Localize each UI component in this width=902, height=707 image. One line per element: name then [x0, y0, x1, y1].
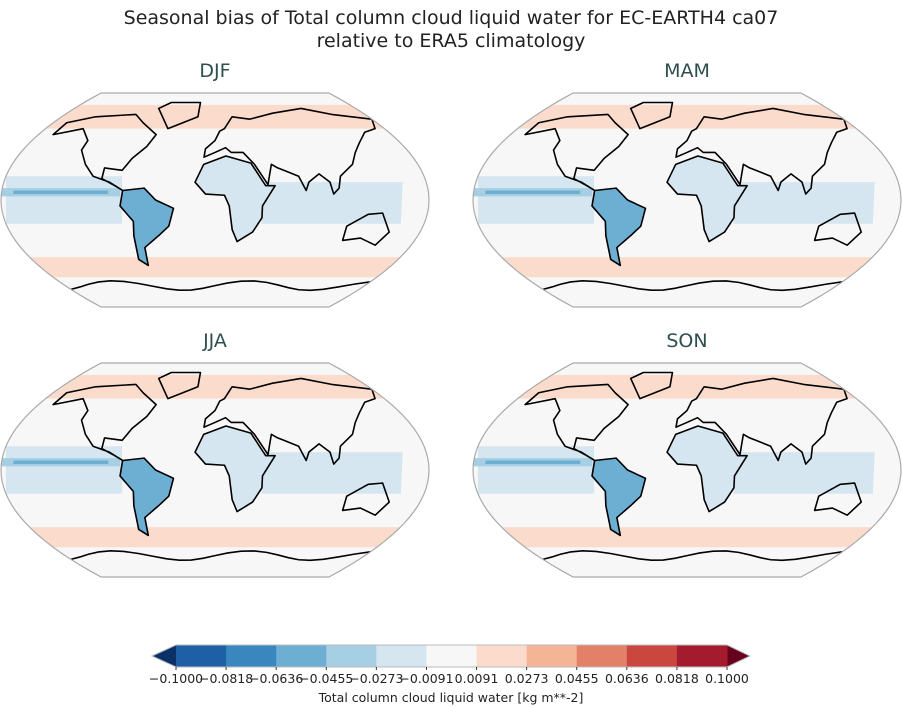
- colorbar-over-extension: [727, 645, 750, 667]
- coastline-africa: [194, 425, 276, 513]
- itcz-core-bias: [485, 460, 581, 465]
- colorbar-segment: [276, 645, 327, 667]
- map-boundary: [0, 92, 430, 308]
- itcz-core-bias: [13, 190, 109, 195]
- coastline-south-america: [119, 457, 175, 537]
- colorbar-segment: [626, 645, 678, 667]
- colorbar-tick-label: 0.0636: [604, 671, 649, 686]
- colorbar-tick-label: −0.0273: [349, 671, 404, 686]
- colorbar-label: Total column cloud liquid water [kg m**-…: [318, 690, 584, 705]
- colorbar-segment: [676, 645, 728, 667]
- colorbar-tick-label: 0.0091: [454, 671, 499, 686]
- coastline-north-america: [524, 113, 629, 192]
- coastline-south-america: [591, 187, 647, 267]
- coastline-south-america: [591, 457, 647, 537]
- coastline-africa: [666, 155, 748, 243]
- coastline-australia: [341, 212, 391, 246]
- colorbar-segment: [226, 645, 277, 667]
- panel-title-djf: DJF: [199, 60, 231, 82]
- colorbar-tick-label: 0.0273: [504, 671, 549, 686]
- arctic-bias: [45, 374, 385, 399]
- coastline-north-america: [52, 113, 157, 192]
- colorbar-tick-label: −0.0455: [299, 671, 354, 686]
- southern-ocean-bias: [501, 257, 873, 278]
- colorbar-segment: [576, 645, 628, 667]
- colorbar-tick-label: −0.0818: [198, 671, 254, 686]
- colorbar-tick-label: −0.0636: [249, 671, 304, 686]
- indian-ocean-bias: [261, 452, 403, 494]
- coastline-antarctica: [542, 550, 843, 562]
- panel-title-son: SON: [666, 330, 708, 352]
- coastline-africa: [666, 425, 748, 513]
- southern-ocean-bias: [501, 527, 873, 548]
- itcz-core-bias: [485, 190, 581, 195]
- colorbar-tick-label: −0.1000: [148, 671, 204, 686]
- tropical-pacific-bias: [5, 176, 123, 224]
- map-panel-mam: [472, 92, 902, 308]
- coastline-antarctica: [542, 280, 843, 292]
- panel-title-mam: MAM: [664, 60, 710, 82]
- map-boundary: [0, 362, 430, 578]
- itcz-core-bias: [13, 460, 109, 465]
- colorbar-segment: [476, 645, 528, 667]
- tropical-pacific-bias: [477, 176, 595, 224]
- map-panel-son: [472, 362, 902, 578]
- coastline-greenland: [629, 101, 674, 130]
- coastline-greenland: [629, 371, 674, 400]
- panel-title-jja: JJA: [203, 330, 227, 352]
- arctic-bias: [517, 104, 857, 129]
- map-boundary: [472, 362, 902, 578]
- colorbar-tick-label: 0.0818: [655, 671, 699, 686]
- coastline-antarctica: [70, 280, 371, 292]
- coastline-australia: [341, 482, 391, 516]
- coastline-eurasia: [675, 107, 848, 195]
- colorbar-tick-label: 0.0455: [554, 671, 599, 686]
- map-panel-djf: [0, 92, 430, 308]
- colorbar-tick-label: 0.1000: [705, 671, 749, 686]
- tropical-pacific-bias: [5, 446, 123, 494]
- map-panel-jja: [0, 362, 430, 578]
- colorbar-segment: [526, 645, 578, 667]
- indian-ocean-bias: [733, 182, 875, 224]
- coastline-australia: [813, 482, 863, 516]
- coastline-eurasia: [675, 377, 848, 465]
- figure-title-line1: Seasonal bias of Total column cloud liqu…: [123, 7, 779, 29]
- indian-ocean-bias: [261, 182, 403, 224]
- map-boundary: [472, 92, 902, 308]
- tropical-pacific-bias: [477, 446, 595, 494]
- coastline-africa: [194, 155, 276, 243]
- arctic-bias: [517, 374, 857, 399]
- coastline-south-america: [119, 187, 175, 267]
- coastline-antarctica: [70, 550, 371, 562]
- colorbar-segment: [326, 645, 377, 667]
- coastline-greenland: [157, 101, 202, 130]
- colorbar-under-extension: [152, 645, 176, 667]
- colorbar: [150, 644, 752, 670]
- figure-title-line2: relative to ERA5 climatology: [316, 30, 586, 52]
- southern-ocean-bias: [29, 257, 401, 278]
- coastline-north-america: [52, 383, 157, 462]
- coastline-australia: [813, 212, 863, 246]
- colorbar-segment: [176, 645, 227, 667]
- coastline-eurasia: [203, 107, 376, 195]
- indian-ocean-bias: [733, 452, 875, 494]
- coastline-greenland: [157, 371, 202, 400]
- arctic-bias: [45, 104, 385, 129]
- colorbar-segment: [426, 645, 478, 667]
- coastline-north-america: [524, 383, 629, 462]
- colorbar-tick-label: −0.0091: [399, 671, 454, 686]
- southern-ocean-bias: [29, 527, 401, 548]
- colorbar-segment: [376, 645, 427, 667]
- coastline-eurasia: [203, 377, 376, 465]
